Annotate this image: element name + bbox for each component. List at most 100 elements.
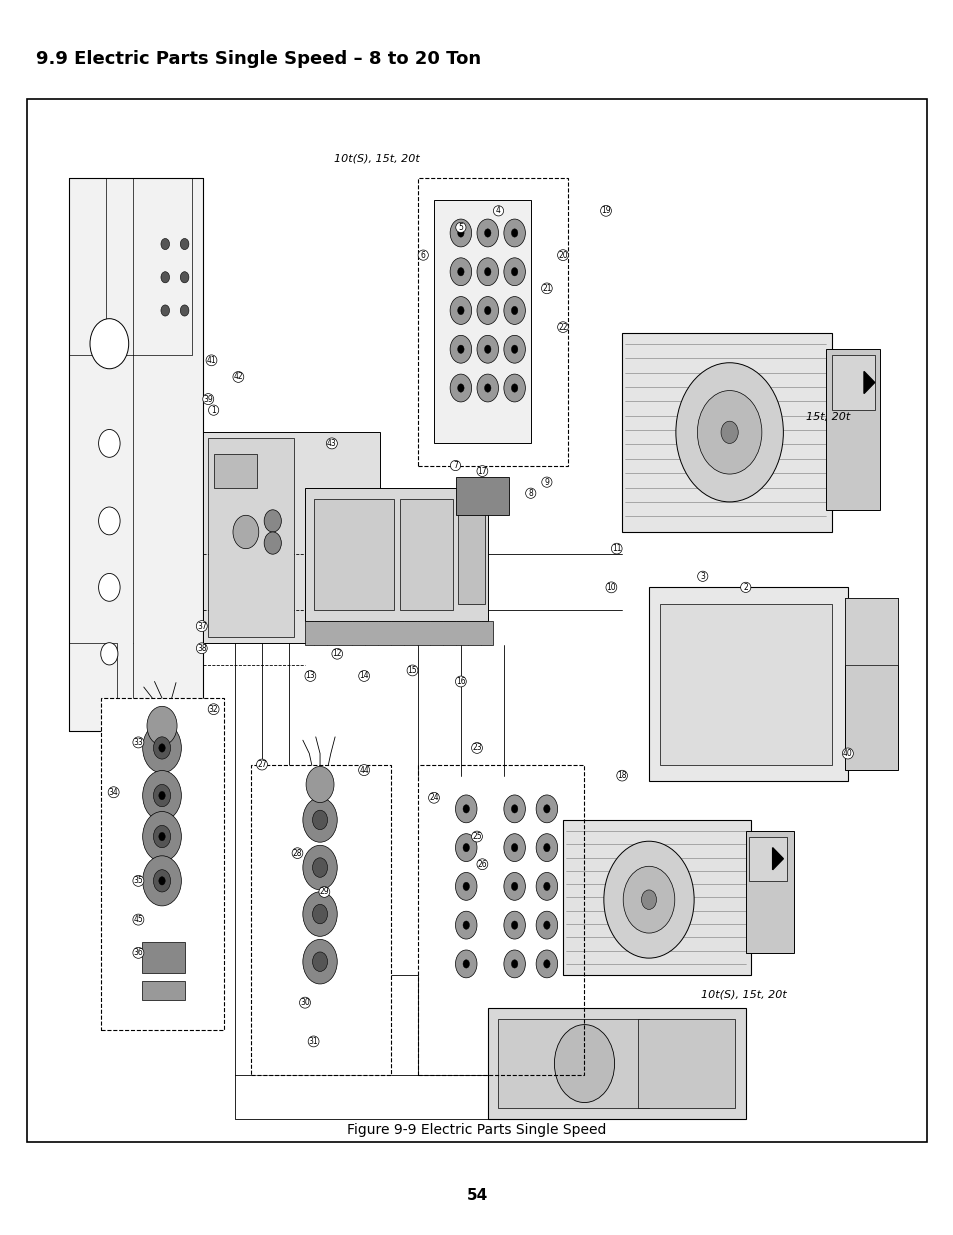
Circle shape [101, 642, 118, 664]
FancyBboxPatch shape [621, 332, 831, 532]
Circle shape [302, 940, 337, 984]
Circle shape [455, 950, 476, 978]
Text: Figure 9-9 Electric Parts Single Speed: Figure 9-9 Electric Parts Single Speed [347, 1123, 606, 1137]
Text: 26: 26 [477, 860, 487, 868]
Circle shape [462, 805, 469, 813]
Circle shape [484, 306, 491, 315]
Text: 15t, 20t: 15t, 20t [805, 412, 849, 422]
Text: 3: 3 [700, 572, 704, 580]
Circle shape [543, 882, 550, 890]
Circle shape [306, 767, 334, 803]
Text: 44: 44 [359, 766, 369, 774]
Circle shape [511, 844, 517, 852]
Circle shape [302, 798, 337, 842]
Circle shape [180, 305, 189, 316]
FancyBboxPatch shape [251, 764, 391, 1074]
FancyBboxPatch shape [831, 354, 874, 410]
Circle shape [503, 296, 525, 325]
FancyBboxPatch shape [305, 621, 493, 645]
Circle shape [161, 305, 170, 316]
FancyBboxPatch shape [562, 820, 750, 974]
Text: 25: 25 [472, 832, 481, 841]
Text: 28: 28 [293, 848, 302, 857]
Circle shape [536, 834, 558, 862]
FancyBboxPatch shape [434, 200, 530, 443]
Text: 10: 10 [606, 583, 616, 592]
Circle shape [536, 911, 558, 939]
Circle shape [98, 430, 120, 457]
FancyBboxPatch shape [843, 599, 898, 664]
Circle shape [511, 228, 517, 237]
Text: 22: 22 [558, 322, 567, 332]
FancyBboxPatch shape [825, 350, 880, 510]
FancyBboxPatch shape [141, 942, 185, 973]
Text: 4: 4 [496, 206, 500, 215]
Circle shape [675, 363, 782, 501]
Text: 14: 14 [359, 672, 369, 680]
FancyBboxPatch shape [69, 178, 203, 731]
Circle shape [264, 532, 281, 555]
Circle shape [98, 573, 120, 601]
Text: 2: 2 [742, 583, 747, 592]
Text: 27: 27 [257, 760, 267, 769]
Text: 12: 12 [333, 650, 341, 658]
Circle shape [511, 268, 517, 275]
FancyBboxPatch shape [203, 432, 380, 642]
Text: 7: 7 [453, 461, 457, 471]
Circle shape [153, 825, 171, 847]
Circle shape [697, 390, 761, 474]
Text: 45: 45 [133, 915, 143, 924]
Text: 31: 31 [309, 1037, 318, 1046]
Circle shape [543, 960, 550, 968]
Circle shape [450, 296, 471, 325]
Circle shape [503, 219, 525, 247]
Circle shape [143, 811, 181, 862]
Circle shape [622, 866, 674, 934]
Circle shape [457, 384, 463, 393]
Polygon shape [863, 372, 874, 394]
Text: 9.9 Electric Parts Single Speed – 8 to 20 Ton: 9.9 Electric Parts Single Speed – 8 to 2… [36, 49, 481, 68]
Circle shape [98, 508, 120, 535]
Text: 41: 41 [207, 356, 216, 364]
Circle shape [161, 272, 170, 283]
Text: 37: 37 [196, 621, 207, 631]
Circle shape [264, 510, 281, 532]
Text: 32: 32 [209, 705, 218, 714]
Circle shape [462, 844, 469, 852]
Circle shape [455, 795, 476, 823]
Text: 42: 42 [233, 373, 243, 382]
Text: 9: 9 [544, 478, 549, 487]
Text: 15: 15 [407, 666, 416, 674]
Circle shape [640, 890, 656, 909]
Circle shape [543, 921, 550, 929]
Circle shape [503, 336, 525, 363]
Circle shape [511, 384, 517, 393]
Circle shape [543, 805, 550, 813]
Circle shape [484, 268, 491, 275]
Text: 34: 34 [109, 788, 118, 797]
Circle shape [457, 268, 463, 275]
Circle shape [484, 384, 491, 393]
Text: 10t(S), 15t, 20t: 10t(S), 15t, 20t [334, 153, 419, 163]
Circle shape [455, 911, 476, 939]
Circle shape [476, 258, 498, 285]
Text: 16: 16 [456, 677, 465, 685]
Circle shape [536, 872, 558, 900]
Circle shape [450, 336, 471, 363]
FancyBboxPatch shape [487, 1008, 745, 1119]
Circle shape [313, 858, 327, 877]
Circle shape [457, 228, 463, 237]
Circle shape [455, 834, 476, 862]
Text: 17: 17 [477, 467, 487, 475]
Text: 29: 29 [319, 888, 329, 897]
Text: 24: 24 [429, 793, 438, 803]
Text: 21: 21 [541, 284, 551, 293]
Circle shape [476, 296, 498, 325]
Circle shape [161, 238, 170, 249]
Text: 18: 18 [617, 771, 626, 781]
FancyBboxPatch shape [648, 588, 847, 782]
Circle shape [143, 856, 181, 906]
Text: 5: 5 [458, 224, 463, 232]
Text: 35: 35 [133, 877, 143, 885]
Text: 38: 38 [196, 643, 207, 653]
